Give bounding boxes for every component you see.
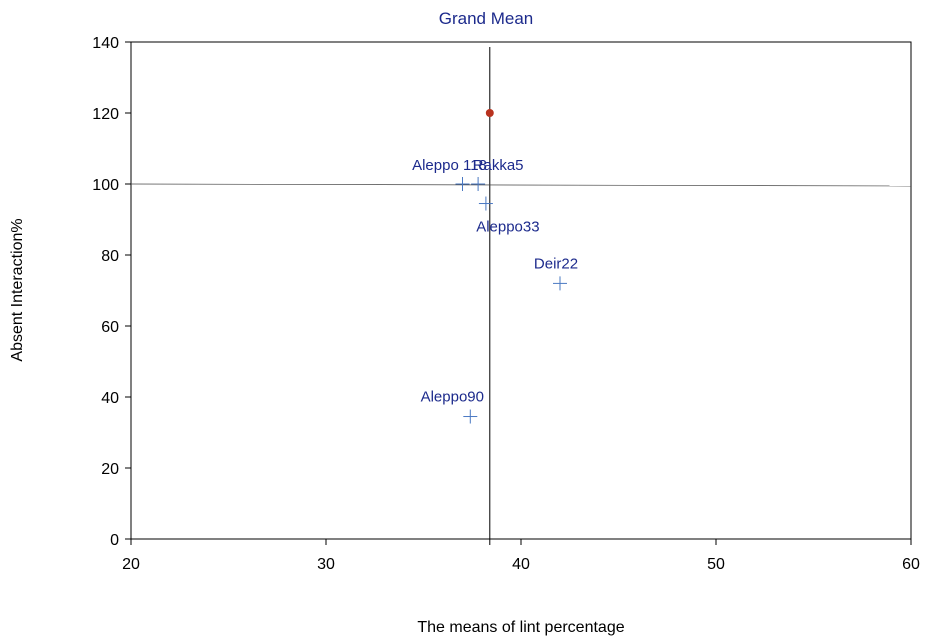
data-point: Aleppo33 (476, 196, 540, 236)
y-tick-label: 60 (101, 319, 119, 336)
point-label: Deir22 (534, 255, 578, 272)
point-label: Aleppo90 (421, 389, 484, 406)
y-axis: 0 20 40 60 80 100 120 140 (92, 35, 131, 549)
x-tick-label: 50 (707, 556, 725, 573)
data-point: Aleppo90 (421, 389, 484, 424)
x-tick-label: 40 (512, 556, 530, 573)
y-tick-label: 120 (92, 106, 119, 123)
plot-area (130, 41, 912, 540)
y-tick-label: 80 (101, 248, 119, 265)
point-label: Aleppo33 (476, 219, 539, 236)
y-tick-label: 20 (101, 461, 119, 478)
y-tick-label: 140 (92, 35, 119, 52)
y-tick-label: 100 (92, 177, 119, 194)
data-point: Rakka5 (471, 157, 524, 191)
y-tick-label: 0 (110, 532, 119, 549)
y-axis-title: Absent Interaction% (9, 218, 26, 361)
data-point: Aleppo 118 (412, 157, 487, 191)
chart-title: Grand Mean (439, 9, 534, 28)
point-label: Aleppo 118 (412, 157, 487, 174)
x-axis: 20 30 40 50 60 (122, 539, 920, 573)
y-tick-label: 40 (101, 390, 119, 407)
horizontal-reference-line (130, 183, 912, 187)
point-label: Rakka5 (473, 157, 524, 174)
data-point: Deir22 (534, 255, 578, 291)
grand-mean-marker (485, 109, 494, 117)
x-axis-title: The means of lint percentage (417, 619, 624, 636)
reference-lines (130, 47, 912, 545)
x-tick-label: 60 (902, 556, 920, 573)
x-tick-label: 20 (122, 556, 140, 573)
x-tick-label: 30 (317, 556, 335, 573)
